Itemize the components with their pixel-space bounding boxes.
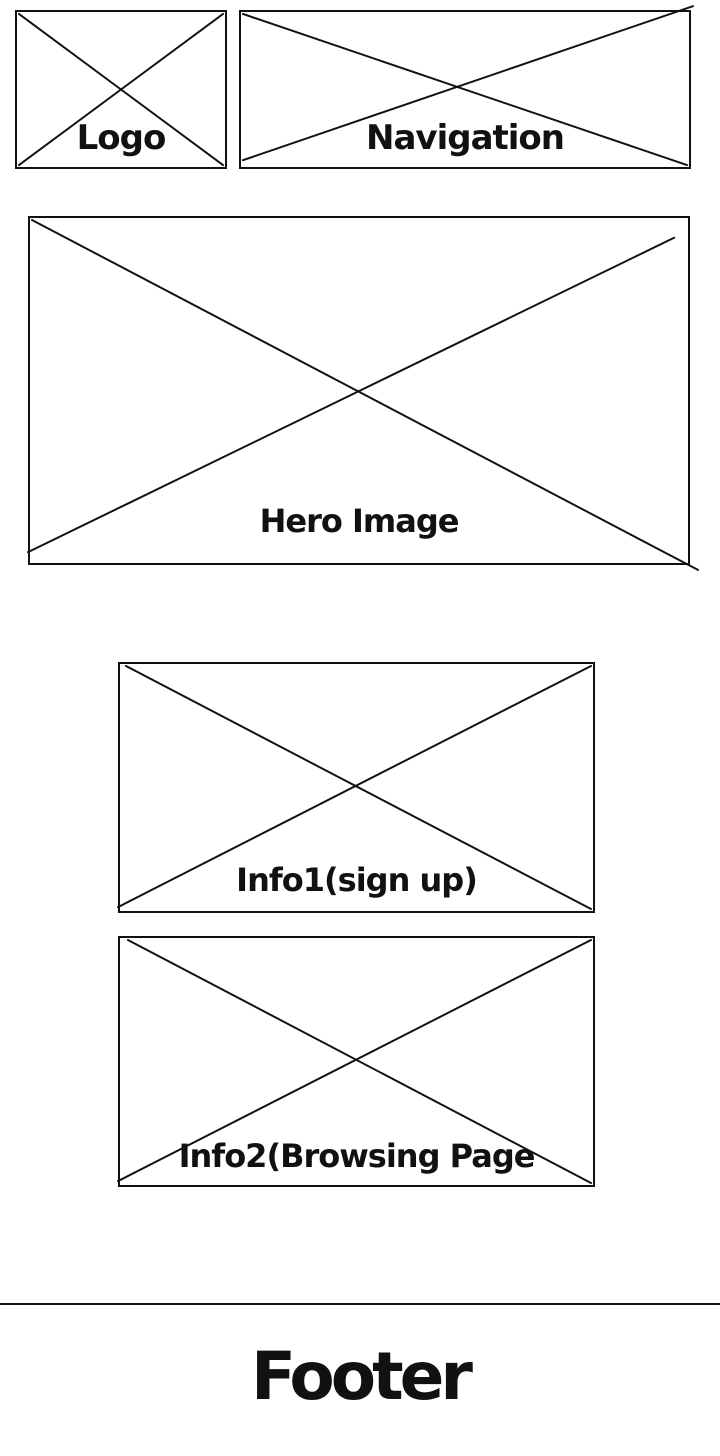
hero-image-label: Hero Image xyxy=(259,502,460,540)
placeholder-cross-icon xyxy=(117,664,593,911)
navigation-placeholder: Navigation xyxy=(239,5,694,169)
info2-placeholder: Info2(Browsing Page xyxy=(117,936,595,1187)
info1-label: Info1(sign up) xyxy=(236,861,478,899)
info1-placeholder: Info1(sign up) xyxy=(117,662,595,913)
placeholder-cross-icon xyxy=(17,12,225,167)
navigation-label: Navigation xyxy=(366,118,565,158)
logo-label: Logo xyxy=(76,118,167,158)
footer-label: Footer xyxy=(251,1338,473,1415)
placeholder-cross-icon xyxy=(241,5,694,167)
info2-label: Info2(Browsing Page xyxy=(178,1137,536,1175)
placeholder-cross-icon xyxy=(117,938,593,1185)
logo-placeholder: Logo xyxy=(15,10,227,169)
hero-image-placeholder: Hero Image xyxy=(27,216,699,571)
placeholder-cross-icon xyxy=(27,218,699,571)
footer-divider xyxy=(0,1303,720,1305)
